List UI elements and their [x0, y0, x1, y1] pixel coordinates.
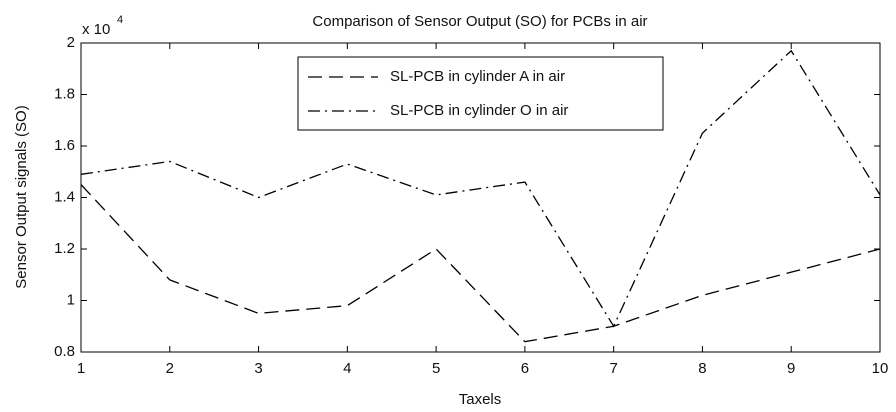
x-tick-label: 10: [872, 360, 889, 377]
x-tick-label: 8: [698, 360, 706, 377]
legend-label: SL-PCB in cylinder O in air: [390, 102, 568, 119]
x-tick-label: 9: [787, 360, 795, 377]
y-scale-exponent: 4: [117, 14, 123, 26]
x-tick-label: 5: [432, 360, 440, 377]
x-tick-label: 1: [77, 360, 85, 377]
y-axis-label: Sensor Output signals (SO): [13, 105, 30, 288]
x-tick-label: 2: [166, 360, 174, 377]
x-axis-label: Taxels: [459, 391, 502, 408]
legend-label: SL-PCB in cylinder A in air: [390, 68, 565, 85]
y-tick-label: 2: [67, 34, 75, 51]
y-scale-label: x 10: [82, 21, 110, 38]
series-line: [80, 49, 881, 328]
y-tick-label: 1: [67, 291, 75, 308]
x-tick-label: 4: [343, 360, 351, 377]
chart-title: Comparison of Sensor Output (SO) for PCB…: [312, 13, 647, 30]
y-tick-label: 0.8: [54, 343, 75, 360]
x-tick-label: 6: [521, 360, 529, 377]
series-line: [80, 184, 881, 343]
legend-box: [297, 56, 664, 131]
y-tick-label: 1.2: [54, 240, 75, 257]
x-tick-label: 7: [609, 360, 617, 377]
y-tick-label: 1.4: [54, 188, 75, 205]
y-tick-label: 1.8: [54, 85, 75, 102]
y-tick-label: 1.6: [54, 137, 75, 154]
x-tick-label: 3: [254, 360, 262, 377]
